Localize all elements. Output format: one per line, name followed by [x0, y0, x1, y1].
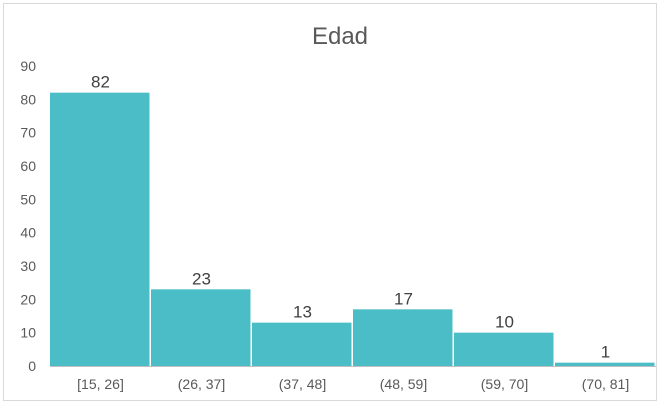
histogram-bar: [353, 309, 453, 366]
bar-data-label: 17: [394, 289, 413, 308]
x-tick-label: (59, 70]: [481, 376, 528, 392]
y-tick-label: 30: [20, 258, 36, 274]
y-tick-label: 40: [20, 225, 36, 241]
histogram-bar: [151, 289, 251, 366]
data-labels: 82 23 13 17 10 1: [91, 73, 610, 362]
bar-data-label: 23: [192, 269, 211, 288]
y-tick-label: 70: [20, 125, 36, 141]
bar-data-label: 10: [495, 313, 514, 332]
x-axis-ticks: [15, 26] (26, 37] (37, 48] (48, 59] (59, 70]…: [77, 376, 629, 392]
y-tick-label: 20: [20, 291, 36, 307]
bar-data-label: 13: [293, 303, 312, 322]
x-tick-label: (26, 37]: [178, 376, 225, 392]
y-tick-label: 50: [20, 191, 36, 207]
y-tick-label: 60: [20, 158, 36, 174]
y-tick-label: 10: [20, 325, 36, 341]
y-axis-ticks: 0 10 20 30 40 50 60 70 80 90: [20, 58, 36, 374]
bar-data-label: 82: [91, 73, 110, 92]
bars: [50, 92, 655, 367]
x-tick-label: (48, 59]: [380, 376, 427, 392]
bar-data-label: 1: [601, 343, 610, 362]
chart-title: Edad: [312, 23, 368, 50]
y-tick-label: 0: [28, 358, 36, 374]
histogram-bar: [50, 92, 150, 367]
x-tick-label: (70, 81]: [582, 376, 629, 392]
histogram-bar: [555, 362, 655, 366]
histogram-bar: [454, 332, 554, 366]
x-tick-label: [15, 26]: [77, 376, 124, 392]
x-tick-label: (37, 48]: [279, 376, 326, 392]
y-tick-label: 80: [20, 91, 36, 107]
y-tick-label: 90: [20, 58, 36, 74]
histogram-bar: [252, 322, 352, 366]
